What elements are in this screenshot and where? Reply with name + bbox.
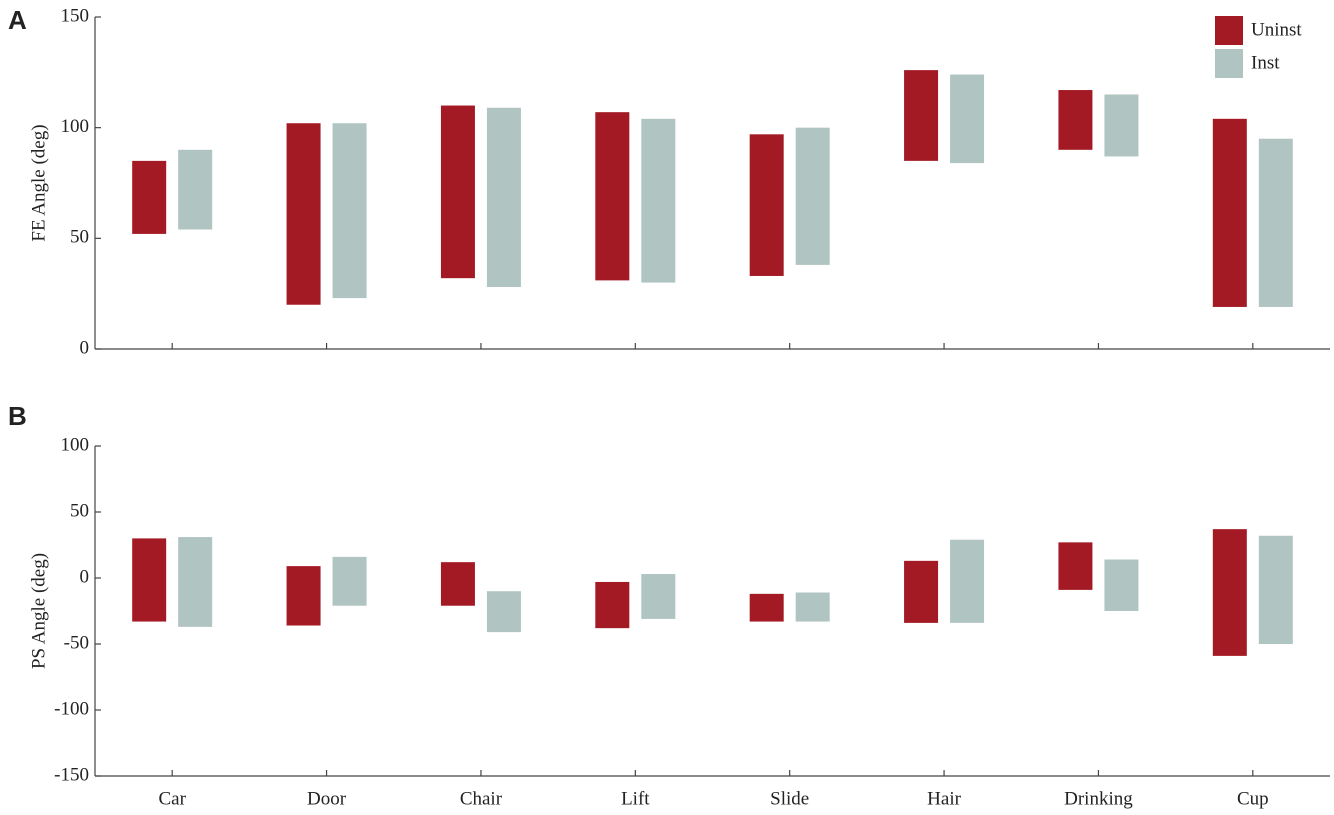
x-tick-label: Car [158, 788, 186, 809]
range-bar [641, 574, 675, 619]
range-bar [904, 561, 938, 623]
x-tick-label: Lift [621, 788, 650, 809]
range-bar [1259, 536, 1293, 644]
legend-swatch [1215, 49, 1243, 78]
range-bar [441, 106, 475, 279]
range-bar [750, 134, 784, 276]
range-bar [287, 123, 321, 304]
range-bar [333, 123, 367, 298]
range-bar [641, 119, 675, 283]
x-tick-label: Chair [460, 788, 503, 809]
range-bar [796, 128, 830, 265]
x-tick-label: Door [307, 788, 347, 809]
range-bar [178, 150, 212, 230]
panel-label: A [8, 5, 27, 35]
x-tick-label: Cup [1237, 788, 1269, 809]
range-bar [441, 562, 475, 606]
y-tick-label: 100 [61, 434, 90, 455]
range-bar [904, 70, 938, 161]
y-tick-label: 100 [61, 116, 90, 137]
chart: A FE Angle (deg) 0 50 100 150 Uninst Inst B PS An… [0, 0, 1334, 815]
x-tick-label: Drinking [1064, 788, 1133, 809]
range-bar [1213, 529, 1247, 656]
range-bar [1259, 139, 1293, 307]
range-bar [132, 538, 166, 621]
range-bar [132, 161, 166, 234]
panel-label: B [8, 401, 27, 431]
y-tick-label: 50 [70, 500, 89, 521]
x-tick-label: Hair [927, 788, 961, 809]
range-bar [1058, 90, 1092, 150]
x-tick-label: Slide [770, 788, 809, 809]
range-bar [287, 566, 321, 625]
y-axis-label: FE Angle (deg) [28, 124, 49, 241]
range-bar [796, 593, 830, 622]
y-tick-label: 150 [61, 5, 90, 26]
range-bar [487, 108, 521, 287]
range-bar [750, 594, 784, 622]
range-bar [950, 75, 984, 164]
range-bar [178, 537, 212, 627]
y-axis-label: PS Angle (deg) [28, 553, 49, 669]
range-bar [595, 582, 629, 628]
y-tick-label: -100 [54, 698, 89, 719]
range-bar [1058, 542, 1092, 590]
range-bar [950, 540, 984, 623]
y-tick-label: -50 [64, 632, 89, 653]
legend-swatch [1215, 16, 1243, 45]
y-tick-label: 0 [80, 337, 90, 358]
y-tick-label: -150 [54, 764, 89, 785]
range-bar [1104, 94, 1138, 156]
range-bar [595, 112, 629, 280]
range-bar [1104, 560, 1138, 611]
range-bar [333, 557, 367, 606]
y-tick-label: 50 [70, 227, 89, 248]
legend-label: Uninst [1251, 19, 1302, 40]
y-tick-label: 0 [80, 566, 90, 587]
range-bar [487, 591, 521, 632]
range-bar [1213, 119, 1247, 307]
legend-label: Inst [1251, 52, 1280, 73]
